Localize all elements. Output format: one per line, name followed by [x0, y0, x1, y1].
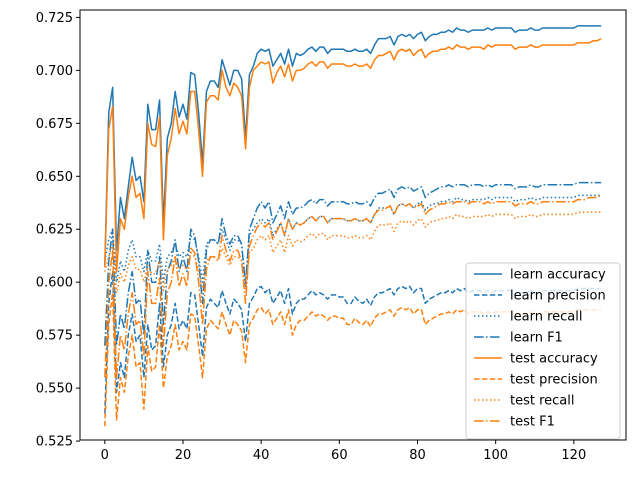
series-line-test-f1 [104, 194, 602, 379]
legend-label: learn accuracy [510, 268, 606, 283]
y-tick-label: 0.675 [36, 117, 73, 132]
plot-frame [79, 9, 627, 441]
legend-label: learn precision [510, 289, 606, 304]
legend-label: learn F1 [510, 331, 563, 346]
legend-label: test accuracy [510, 352, 598, 367]
y-tick-label: 0.725 [36, 11, 73, 26]
legend-label: test recall [510, 394, 575, 409]
x-axis: 0 20 40 60 80 100 120 [101, 440, 586, 463]
x-tick-label: 20 [175, 448, 192, 463]
legend-label: test F1 [510, 415, 555, 430]
legend-box [465, 262, 621, 440]
legend: learn accuracy learn precision learn recal… [465, 262, 621, 440]
series-line-learn-accuracy [104, 25, 602, 266]
x-tick-label: 120 [561, 448, 586, 463]
x-tick-label: 0 [101, 448, 109, 463]
legend-label: test precision [510, 373, 598, 388]
y-tick-label: 0.700 [36, 64, 73, 79]
series-line-test-accuracy [104, 37, 602, 273]
series-line-learn-precision [104, 270, 602, 414]
x-tick-label: 60 [331, 448, 348, 463]
y-tick-label: 0.600 [36, 276, 73, 291]
y-tick-label: 0.575 [36, 329, 73, 344]
y-tick-label: 0.525 [36, 435, 73, 450]
x-tick-label: 100 [483, 448, 508, 463]
plot-lines [104, 25, 602, 427]
x-tick-label: 40 [253, 448, 270, 463]
legend-label: learn recall [510, 310, 582, 325]
y-axis: 0.525 0.550 0.575 0.600 0.625 0.650 0.675 0.700… [36, 11, 80, 450]
y-tick-label: 0.650 [36, 170, 73, 185]
series-line-learn-f1 [104, 181, 602, 347]
y-tick-label: 0.625 [36, 223, 73, 238]
series-line-test-recall [104, 211, 602, 294]
x-tick-label: 80 [409, 448, 426, 463]
y-tick-label: 0.550 [36, 382, 73, 397]
